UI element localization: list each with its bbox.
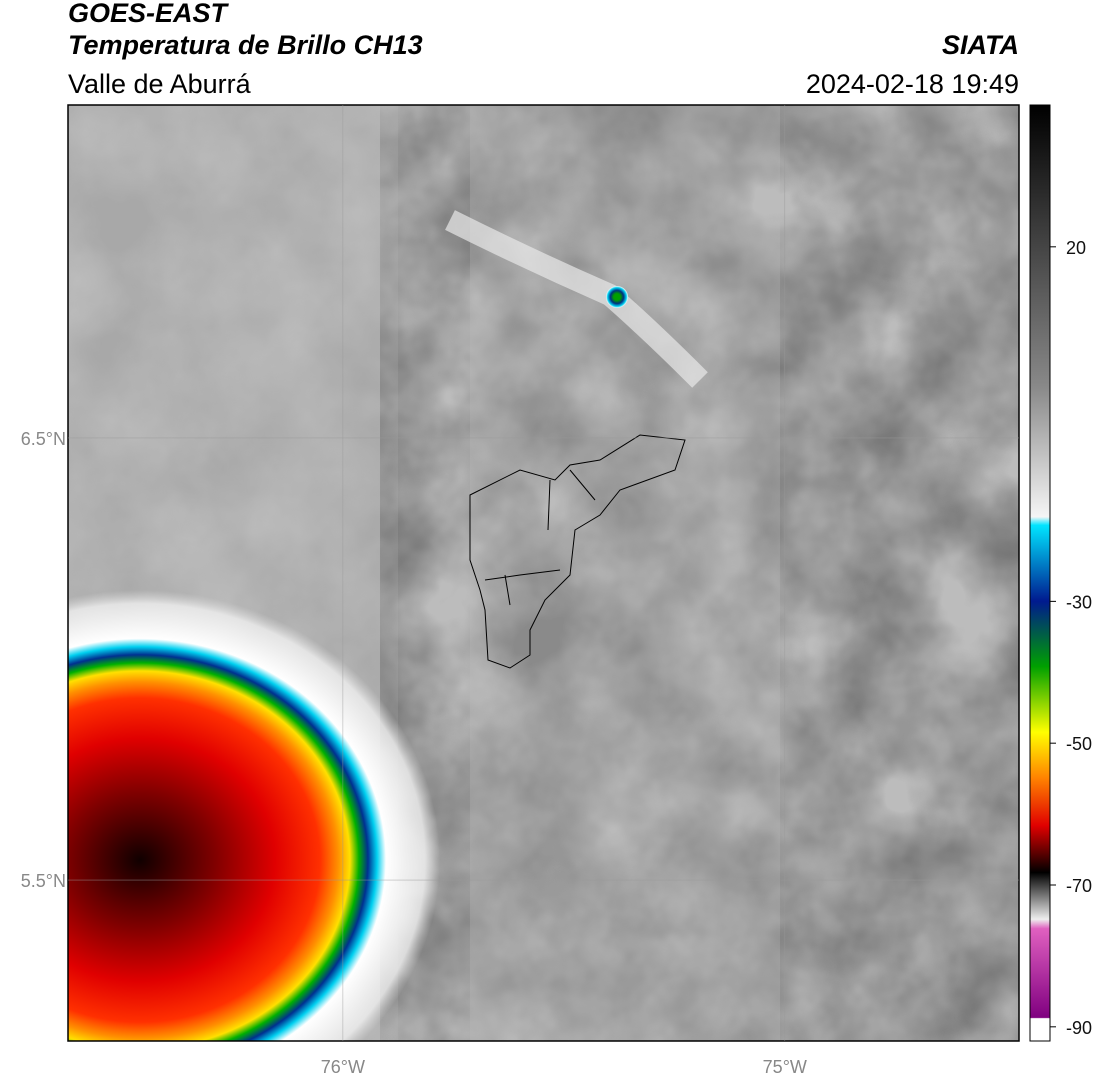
colorbar-tick-label: -30 <box>1066 592 1092 612</box>
lon-label: 75°W <box>763 1057 807 1077</box>
lat-label: 5.5°N <box>21 871 66 891</box>
colorbar-tick-label: 20 <box>1066 238 1086 258</box>
datetime: 2024-02-18 19:49 <box>806 69 1019 99</box>
source: SIATA <box>942 30 1019 60</box>
colorbar-tick-label: -50 <box>1066 734 1092 754</box>
map-frame <box>67 104 1020 1042</box>
title: GOES-EAST <box>68 0 230 28</box>
lat-label: 6.5°N <box>21 429 66 449</box>
map-image <box>68 105 1019 1041</box>
subtitle: Temperatura de Brillo CH13 <box>68 30 423 60</box>
lon-label: 76°W <box>321 1057 365 1077</box>
colorbar <box>1029 104 1051 1042</box>
colorbar-tick-label: -70 <box>1066 876 1092 896</box>
colorbar-tick-label: -90 <box>1066 1018 1092 1038</box>
region: Valle de Aburrá <box>68 69 252 99</box>
